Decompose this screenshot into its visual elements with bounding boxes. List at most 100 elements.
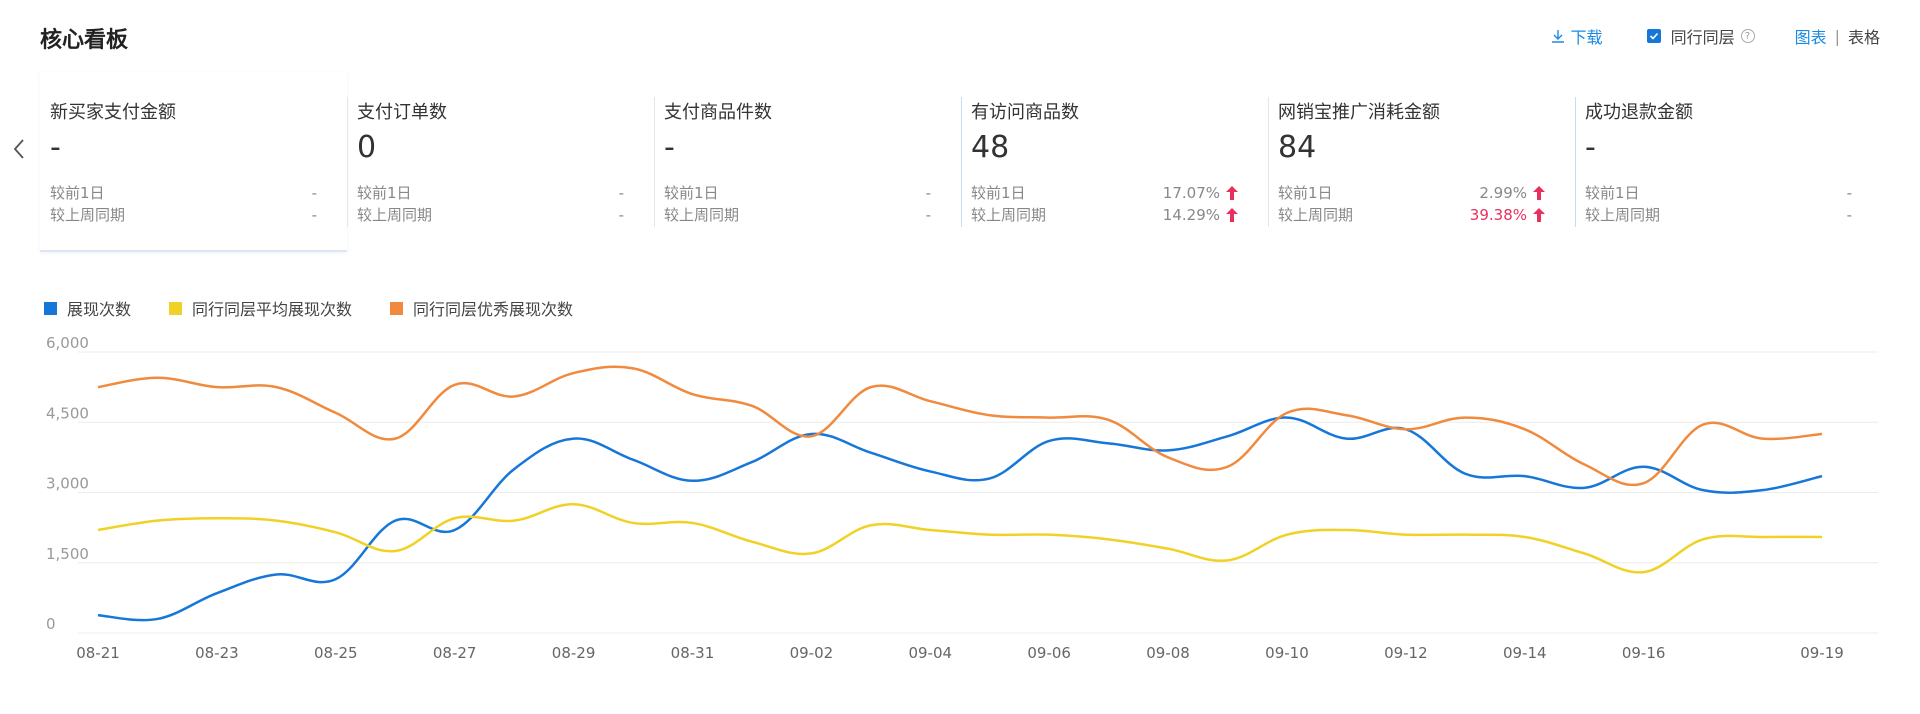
metric-title: 支付订单数 xyxy=(357,102,447,123)
compare-label: 较上周同期 xyxy=(971,206,1047,224)
compare-value: - xyxy=(618,205,624,224)
x-tick-label: 09-16 xyxy=(1622,644,1666,662)
metric-value: 84 xyxy=(1278,130,1317,165)
metric-value: 0 xyxy=(357,130,377,165)
card-divider xyxy=(961,97,962,227)
compare-label: 较前1日 xyxy=(1278,184,1333,202)
peer-checkbox[interactable]: 同行同层 ? xyxy=(1646,24,1755,48)
compare-value: - xyxy=(618,183,624,202)
y-tick-label: 6,000 xyxy=(46,334,89,352)
metric-value: - xyxy=(1585,130,1596,165)
metric-value: - xyxy=(664,130,675,165)
card-divider xyxy=(347,97,348,227)
series-line xyxy=(97,502,1823,574)
compare-label: 较前1日 xyxy=(1585,184,1640,202)
x-tick-label: 09-08 xyxy=(1146,644,1190,662)
legend-item[interactable]: 同行同层平均展现次数 xyxy=(169,296,352,320)
compare-value: - xyxy=(311,183,317,202)
checkbox-checked-icon[interactable] xyxy=(1646,29,1661,43)
legend-swatch xyxy=(390,301,404,315)
compare-label: 较前1日 xyxy=(971,184,1026,202)
legend-label: 同行同层平均展现次数 xyxy=(192,300,353,319)
x-tick-label: 09-14 xyxy=(1503,644,1547,662)
compare-value: 2.99% xyxy=(1479,183,1527,202)
compare-value: - xyxy=(925,183,931,202)
download-button[interactable]: 下载 xyxy=(1551,24,1603,48)
compare-value-wrap: 2.99% xyxy=(1479,182,1545,203)
compare-label: 较上周同期 xyxy=(1585,206,1661,224)
arrow-up-icon xyxy=(1226,207,1238,222)
compare-label: 较前1日 xyxy=(664,184,719,202)
metric-card-new-buyer-payment[interactable]: 新买家支付金额 - 较前1日 - 较上周同期 - xyxy=(40,72,347,252)
card-divider xyxy=(1575,97,1576,227)
x-tick-label: 08-29 xyxy=(552,644,596,662)
card-divider xyxy=(654,97,655,227)
arrow-up-icon xyxy=(1533,185,1545,200)
metric-card-ad-spend[interactable]: 网销宝推广消耗金额 84 较前1日 2.99% 较上周同期 39.38% xyxy=(1268,72,1575,252)
metric-card-paid-items[interactable]: 支付商品件数 - 较前1日 - 较上周同期 - xyxy=(654,72,961,252)
metric-cards: 新买家支付金额 - 较前1日 - 较上周同期 - 支付订单数 0 较前1日 - 较上周… xyxy=(40,72,1882,252)
compare-value-wrap: 17.07% xyxy=(1163,182,1238,203)
legend-label: 同行同层优秀展现次数 xyxy=(413,300,574,319)
compare-value: 17.07% xyxy=(1162,183,1220,202)
compare-value: - xyxy=(311,205,317,224)
compare-value-wrap: 39.38% xyxy=(1470,204,1545,225)
series-line xyxy=(97,365,1823,487)
page-title: 核心看板 xyxy=(40,28,129,53)
metric-card-visited-products[interactable]: 有访问商品数 48 较前1日 17.07% 较上周同期 14.29% xyxy=(961,72,1268,252)
series-line xyxy=(97,416,1823,622)
compare-value: 14.29% xyxy=(1162,205,1220,224)
compare-value: - xyxy=(1846,183,1852,202)
x-tick-label: 09-12 xyxy=(1384,644,1428,662)
compare-label: 较上周同期 xyxy=(1278,206,1354,224)
legend-label: 展现次数 xyxy=(67,300,132,319)
arrow-up-icon xyxy=(1533,207,1545,222)
metric-card-paid-orders[interactable]: 支付订单数 0 较前1日 - 较上周同期 - xyxy=(347,72,654,252)
compare-value: - xyxy=(925,205,931,224)
metric-title: 新买家支付金额 xyxy=(50,102,176,123)
y-tick-label: 0 xyxy=(46,615,56,633)
arrow-up-icon xyxy=(1226,185,1238,200)
y-tick-label: 4,500 xyxy=(46,404,89,422)
compare-label: 较上周同期 xyxy=(357,206,433,224)
metric-value: - xyxy=(50,130,61,165)
metric-value: 48 xyxy=(971,130,1010,165)
x-tick-label: 08-27 xyxy=(433,644,477,662)
x-tick-label: 09-19 xyxy=(1800,644,1844,662)
view-table-toggle[interactable]: 表格 xyxy=(1847,28,1880,47)
legend-item[interactable]: 展现次数 xyxy=(44,296,131,320)
compare-value: 39.38% xyxy=(1469,205,1527,224)
x-tick-label: 09-02 xyxy=(790,644,834,662)
x-tick-label: 08-31 xyxy=(671,644,715,662)
x-tick-label: 08-25 xyxy=(314,644,358,662)
download-label: 下载 xyxy=(1570,28,1603,47)
chevron-left-icon[interactable] xyxy=(12,138,26,164)
legend-swatch xyxy=(44,301,57,315)
compare-label: 较前1日 xyxy=(357,184,412,202)
header-actions: 下载 同行同层 ? 图表 | 表格 xyxy=(1551,24,1880,48)
compare-value-wrap: 14.29% xyxy=(1163,204,1238,225)
x-tick-label: 09-06 xyxy=(1027,644,1071,662)
y-tick-label: 3,000 xyxy=(46,475,89,493)
chart-legend: 展现次数 同行同层平均展现次数 同行同层优秀展现次数 xyxy=(44,296,611,320)
metric-title: 成功退款金额 xyxy=(1585,102,1693,123)
legend-item[interactable]: 同行同层优秀展现次数 xyxy=(390,296,573,320)
download-icon xyxy=(1551,30,1564,43)
x-tick-label: 08-23 xyxy=(195,644,239,662)
compare-label: 较上周同期 xyxy=(50,206,126,224)
toggle-divider: | xyxy=(1834,26,1840,46)
compare-label: 较前1日 xyxy=(50,184,105,202)
legend-swatch xyxy=(169,301,183,315)
x-tick-label: 09-04 xyxy=(908,644,952,662)
card-divider xyxy=(1268,97,1269,227)
metric-title: 网销宝推广消耗金额 xyxy=(1278,102,1440,123)
compare-label: 较上周同期 xyxy=(664,206,740,224)
metric-card-refund-amount[interactable]: 成功退款金额 - 较前1日 - 较上周同期 - xyxy=(1575,72,1882,252)
y-tick-label: 1,500 xyxy=(46,545,89,563)
help-icon[interactable]: ? xyxy=(1740,29,1755,43)
view-chart-toggle[interactable]: 图表 xyxy=(1794,28,1827,47)
x-tick-label: 08-21 xyxy=(76,644,120,662)
peer-label: 同行同层 xyxy=(1670,28,1735,47)
x-tick-label: 09-10 xyxy=(1265,644,1309,662)
